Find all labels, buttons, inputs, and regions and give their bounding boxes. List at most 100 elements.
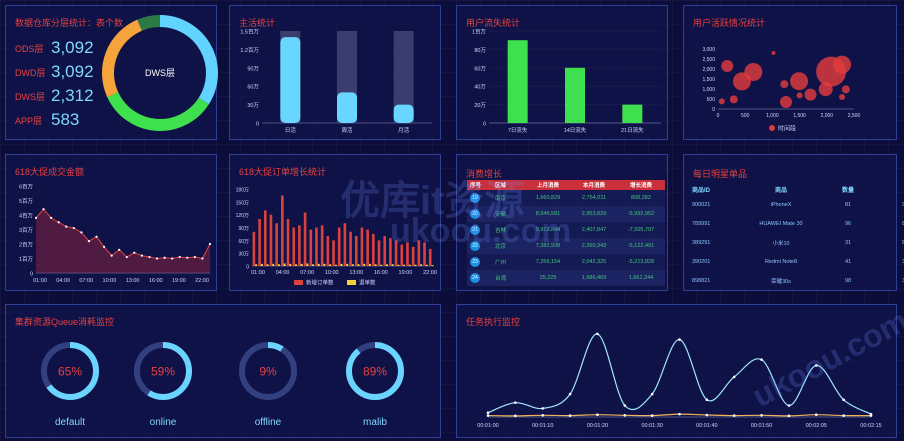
consumption-table: 序号 区域 上月消费 本月消费 增长消费 19 南京 1,660,829 2,754,011 80… (467, 180, 665, 286)
task-point (814, 364, 818, 367)
index-badge: 21 (470, 225, 480, 235)
gauge-value-arc (346, 342, 404, 400)
table-cell: 2,260,343 (581, 243, 607, 249)
task-point (486, 414, 490, 417)
gmv-point (110, 254, 113, 257)
y-tick-label: 60万 (247, 84, 259, 91)
task-point (760, 358, 763, 361)
y-tick-label: 1,500 (702, 77, 715, 83)
table-cell: HUAWEI Mate 30 (759, 220, 803, 227)
bar-returns (363, 263, 366, 266)
y-tick-label: 180万 (236, 188, 249, 194)
gmv-point (163, 256, 166, 259)
gmv-point (118, 248, 121, 251)
table-row[interactable]: 22 北京 7,382,938 2,260,343 -5,122,491 (467, 238, 665, 254)
x-tick-label: 月活 (398, 126, 410, 134)
y-tick-label: 2百万 (19, 242, 34, 249)
task-point (596, 413, 599, 417)
x-tick-label: 00:01:50 (751, 423, 772, 429)
index-badge: 20 (470, 209, 480, 219)
index-badge: 23 (470, 257, 480, 267)
task-point (705, 413, 709, 417)
table-cell: 台湾 (495, 276, 507, 282)
bubble-point (721, 60, 734, 72)
table-cell: 南京 (495, 196, 507, 202)
bubble-point (771, 51, 776, 55)
task-point (486, 411, 490, 414)
table-cell: 8,946,581 (535, 211, 561, 217)
table-header-row: 商品ID 商品 数量 金额 (688, 183, 904, 195)
churn-bar-chart: 0 20万 40万 60万 80万 1百万 7日流失 14日流失 21日流失 (472, 29, 661, 134)
table-row[interactable]: 21 吉林 9,913,844 2,407,847 -7,505,797 (467, 222, 665, 238)
table-cell: 350,255 (872, 252, 904, 271)
index-badge: 19 (470, 193, 480, 203)
x-tick-label: 10:00 (103, 278, 117, 284)
y-tick-label: 0 (483, 122, 486, 128)
table-cell: 900021 (692, 201, 711, 208)
gmv-point (42, 208, 45, 211)
gmv-point (50, 216, 53, 219)
bubble-point (790, 72, 809, 91)
gmv-point (201, 257, 204, 260)
table-row[interactable]: 20 安徽 8,946,581 2,953,829 -5,992,952 (467, 206, 665, 222)
task-point (514, 414, 517, 418)
donut-slice (159, 15, 218, 105)
y-tick-label: 90万 (247, 65, 259, 72)
bar (393, 104, 414, 123)
bar-new-orders (337, 227, 341, 266)
table-cell: 789991 (692, 220, 711, 227)
x-tick-label: 16:00 (374, 270, 388, 276)
warehouse-row: APP层 583 (15, 110, 79, 130)
gmv-point (95, 235, 98, 238)
consumption-title: 消费增长 (466, 169, 503, 179)
bestseller-table: 商品ID 商品 数量 金额 900021 iPhoneX 81 986,744 789991 HU… (688, 183, 904, 290)
table-cell: 北京 (495, 244, 507, 250)
table-row[interactable]: 390201 Redmi Note8 41 350,255 (688, 252, 904, 271)
bar (280, 37, 301, 123)
warehouse-layer-count: 2,312 (51, 86, 94, 105)
table-row[interactable]: 24 台湾 25,225 1,686,469 1,661,244 (467, 270, 665, 286)
donut-slice (107, 92, 209, 131)
x-tick-label: 日活 (285, 126, 297, 134)
task-point (514, 401, 517, 404)
table-header-cell: 区域 (495, 183, 507, 189)
bar-new-orders (411, 246, 415, 266)
gauge-percent-label: 89% (363, 365, 387, 379)
table-cell: 2,953,829 (581, 211, 607, 217)
task-point (705, 398, 709, 402)
bar-new-orders (349, 231, 352, 266)
legend-label-returns: 退单数 (359, 279, 376, 287)
bar-new-orders (292, 227, 296, 266)
gmv-point (65, 225, 68, 228)
row-index-badge: 24 (467, 270, 492, 286)
table-row[interactable]: 789991 HUAWEI Mate 30 96 870,910 (688, 214, 904, 233)
warehouse-row: DWD层 3,092 (15, 62, 94, 82)
task-point (541, 413, 545, 417)
task-point (568, 392, 572, 396)
table-row[interactable]: 900021 iPhoneX 81 986,744 (688, 195, 904, 214)
table-cell: 389291 (692, 239, 711, 246)
x-tick-label: 22:00 (195, 278, 209, 284)
bar-returns (323, 263, 326, 266)
row-index-badge: 22 (467, 238, 492, 254)
table-row[interactable]: 389291 小米10 31 861,293 (688, 233, 904, 252)
table-row[interactable]: 898821 荣耀30s 98 317,008 (688, 271, 904, 290)
table-cell: -5,213,828 (627, 259, 655, 265)
bubble-point (841, 85, 850, 94)
bestseller-table-grid: 商品ID 商品 数量 金额 900021 iPhoneX 81 986,744 789991 HU… (688, 183, 904, 290)
bar-returns (255, 264, 258, 266)
table-cell: 1,686,469 (581, 275, 607, 281)
index-badge: 24 (470, 273, 480, 283)
x-tick-label: 19:00 (172, 278, 186, 284)
table-cell: 2,042,325 (581, 259, 607, 265)
table-row[interactable]: 19 南京 1,660,829 2,754,011 808,282 (467, 190, 665, 206)
table-row[interactable]: 23 广州 7,256,154 2,042,325 -5,213,828 (467, 254, 665, 270)
table-header-cell: 序号 (470, 183, 482, 189)
x-tick-label: 01:00 (33, 278, 47, 284)
y-tick-label: 20万 (474, 102, 486, 109)
bubble-chart: 0 500 1,000 1,500 2,000 2,500 3,000 0 500 1,000 1,… (702, 47, 860, 133)
bar-new-orders (269, 214, 273, 266)
bar-new-orders (383, 236, 387, 266)
table-cell: 2,754,011 (581, 195, 607, 201)
row-index-badge: 20 (467, 206, 492, 222)
